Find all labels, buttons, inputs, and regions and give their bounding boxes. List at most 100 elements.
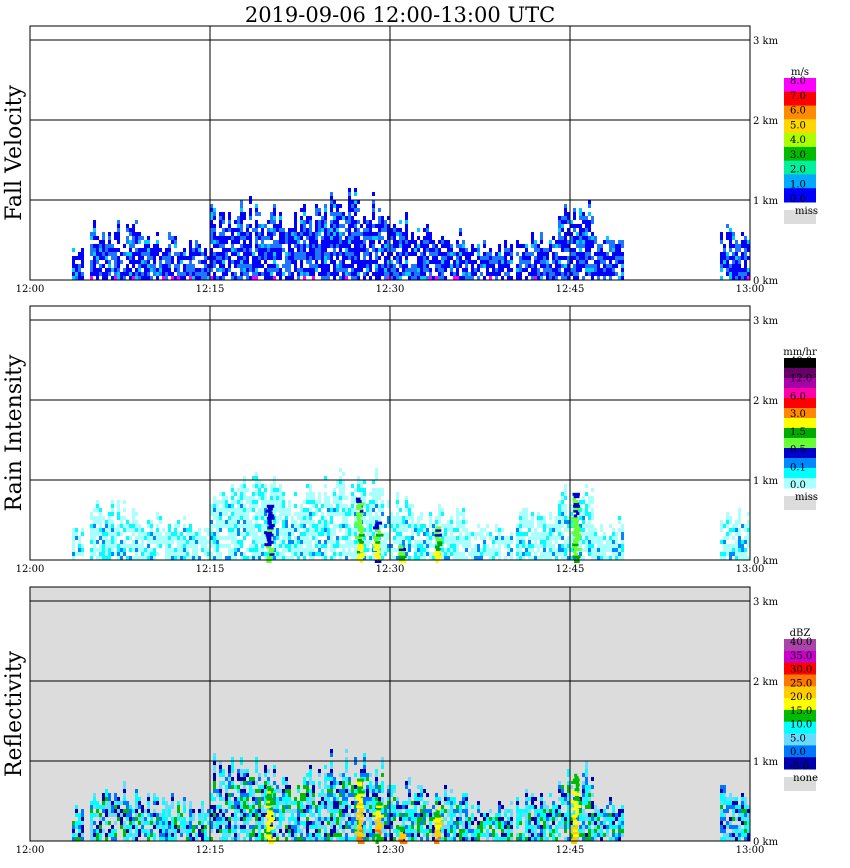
echo-cell	[429, 556, 432, 560]
echo-cell	[375, 476, 378, 480]
echo-cell	[177, 548, 180, 552]
echo-cell	[237, 837, 240, 841]
echo-cell	[519, 544, 522, 548]
echo-cell	[564, 512, 567, 516]
echo-cell	[228, 504, 231, 508]
echo-cell	[198, 833, 201, 837]
echo-cell	[294, 232, 297, 236]
echo-cell	[510, 540, 513, 544]
echo-cell	[378, 276, 381, 280]
echo-cell	[354, 272, 357, 276]
echo-cell	[90, 244, 93, 248]
echo-cell	[240, 552, 243, 556]
echo-cell	[75, 813, 78, 817]
echo-cell	[345, 240, 348, 244]
echo-cell	[390, 236, 393, 240]
echo-cell	[141, 276, 144, 280]
rain-core-cell	[266, 560, 272, 563]
echo-cell	[222, 769, 225, 773]
echo-cell	[351, 496, 354, 500]
echo-cell	[240, 781, 243, 785]
echo-cell	[585, 260, 588, 264]
echo-cell	[93, 244, 96, 248]
echo-cell	[90, 536, 93, 540]
echo-cell	[279, 488, 282, 492]
echo-cell	[279, 556, 282, 560]
echo-cell	[351, 276, 354, 280]
echo-cell	[378, 224, 381, 228]
echo-cell	[183, 821, 186, 825]
echo-cell	[252, 500, 255, 504]
echo-cell	[456, 540, 459, 544]
echo-cell	[546, 540, 549, 544]
echo-cell	[288, 228, 291, 232]
echo-cell	[99, 556, 102, 560]
echo-cell	[441, 508, 444, 512]
echo-cell	[288, 268, 291, 272]
echo-cell	[357, 220, 360, 224]
echo-cell	[738, 532, 741, 536]
echo-cell	[381, 236, 384, 240]
echo-cell	[738, 540, 741, 544]
echo-cell	[342, 212, 345, 216]
echo-cell	[411, 252, 414, 256]
echo-cell	[339, 556, 342, 560]
echo-cell	[516, 544, 519, 548]
echo-cell	[525, 252, 528, 256]
echo-cell	[504, 544, 507, 548]
echo-cell	[285, 268, 288, 272]
echo-cell	[474, 272, 477, 276]
echo-cell	[324, 773, 327, 777]
echo-cell	[147, 837, 150, 841]
echo-cell	[117, 264, 120, 268]
echo-cell	[123, 837, 126, 841]
echo-cell	[555, 268, 558, 272]
echo-cell	[462, 528, 465, 532]
echo-cell	[240, 801, 243, 805]
rain-core-cell	[573, 521, 579, 525]
echo-cell	[270, 500, 273, 504]
echo-cell	[558, 520, 561, 524]
echo-cell	[282, 544, 285, 548]
echo-cell	[201, 548, 204, 552]
echo-cell	[330, 208, 333, 212]
echo-cell	[165, 264, 168, 268]
echo-cell	[318, 524, 321, 528]
echo-cell	[279, 528, 282, 532]
echo-cell	[459, 264, 462, 268]
echo-cell	[399, 264, 402, 268]
echo-cell	[96, 837, 99, 841]
echo-cell	[726, 224, 729, 228]
echo-cell	[432, 260, 435, 264]
echo-cell	[585, 548, 588, 552]
echo-cell	[246, 773, 249, 777]
echo-cell	[192, 268, 195, 272]
echo-cell	[219, 781, 222, 785]
echo-cell	[348, 805, 351, 809]
echo-cell	[414, 264, 417, 268]
echo-cell	[399, 276, 402, 280]
legend-label: 48.0	[790, 356, 812, 367]
echo-cell	[591, 240, 594, 244]
echo-cell	[426, 536, 429, 540]
echo-cell	[294, 536, 297, 540]
echo-cell	[447, 244, 450, 248]
echo-cell	[324, 805, 327, 809]
echo-cell	[540, 236, 543, 240]
echo-cell	[135, 536, 138, 540]
echo-cell	[285, 548, 288, 552]
echo-cell	[342, 777, 345, 781]
echo-cell	[483, 528, 486, 532]
echo-cell	[591, 544, 594, 548]
echo-cell	[114, 248, 117, 252]
echo-cell	[276, 268, 279, 272]
echo-cell	[252, 476, 255, 480]
echo-cell	[240, 508, 243, 512]
echo-cell	[537, 272, 540, 276]
echo-cell	[306, 544, 309, 548]
echo-cell	[315, 833, 318, 837]
echo-cell	[396, 232, 399, 236]
echo-cell	[456, 556, 459, 560]
echo-cell	[213, 540, 216, 544]
echo-cell	[732, 256, 735, 260]
